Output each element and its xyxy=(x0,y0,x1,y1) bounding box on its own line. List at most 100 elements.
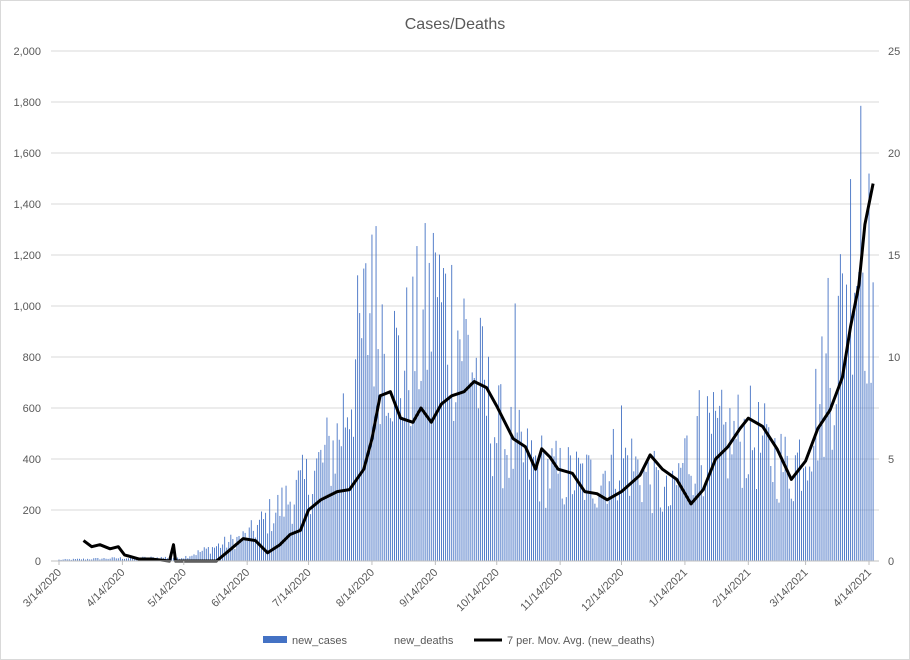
case-bar xyxy=(645,471,647,561)
legend: new_cases new_deaths 7 per. Mov. Avg. (n… xyxy=(263,635,655,647)
right-axis-tick-label: 5 xyxy=(888,454,894,466)
legend-item-moving-average[interactable]: 7 per. Mov. Avg. (new_deaths) xyxy=(474,635,655,647)
case-bar xyxy=(297,470,299,561)
case-bar xyxy=(312,494,314,561)
legend-item-new-cases[interactable]: new_cases xyxy=(263,635,348,647)
case-bar xyxy=(488,356,489,561)
case-bar xyxy=(678,463,680,561)
case-bar xyxy=(653,450,655,561)
case-bar xyxy=(259,519,260,561)
case-bar xyxy=(557,473,559,561)
case-bar xyxy=(717,417,719,561)
case-bar xyxy=(751,450,753,561)
case-bar xyxy=(436,297,438,561)
case-bar xyxy=(432,232,434,561)
left-axis-tick-label: 1,000 xyxy=(13,301,41,313)
case-bar xyxy=(690,475,692,561)
case-bar xyxy=(854,292,856,561)
case-bar xyxy=(113,557,115,561)
case-bar xyxy=(702,496,704,561)
case-bar xyxy=(484,379,485,561)
case-bar xyxy=(387,412,389,561)
x-axis-tick-label: 11/14/2020 xyxy=(518,567,565,614)
case-bar xyxy=(299,470,301,561)
case-bar xyxy=(637,459,639,561)
case-bar xyxy=(676,485,678,561)
case-bar xyxy=(109,558,111,561)
case-bar xyxy=(661,511,663,561)
case-bar xyxy=(465,319,467,561)
case-bar xyxy=(99,559,101,561)
case-bar xyxy=(794,455,796,561)
left-axis-tick-label: 200 xyxy=(23,505,41,517)
case-bar xyxy=(651,513,653,561)
case-bar xyxy=(664,486,665,561)
case-bar xyxy=(205,548,207,561)
case-bar xyxy=(203,547,205,561)
case-bar xyxy=(379,424,381,561)
case-bar xyxy=(649,484,651,561)
case-bar xyxy=(672,470,674,561)
case-bar xyxy=(408,390,410,561)
case-bar xyxy=(121,558,123,561)
case-bar xyxy=(841,273,843,561)
case-bar xyxy=(291,523,293,561)
case-bar xyxy=(784,436,786,561)
case-bar xyxy=(105,558,107,561)
case-bar xyxy=(95,558,97,561)
case-bar xyxy=(870,382,872,561)
case-bar xyxy=(792,501,794,561)
case-bar xyxy=(837,295,839,561)
case-bar xyxy=(171,557,172,561)
case-bars xyxy=(58,105,874,562)
case-bar xyxy=(85,559,87,561)
legend-label-new-cases: new_cases xyxy=(292,635,348,647)
case-bar xyxy=(467,334,469,561)
case-bar xyxy=(670,505,672,561)
case-bar xyxy=(567,447,569,561)
case-bar xyxy=(606,503,608,561)
case-bar xyxy=(340,446,342,561)
case-bar xyxy=(301,454,303,561)
left-axis-tick-label: 1,800 xyxy=(13,97,41,109)
case-bar xyxy=(469,382,471,561)
case-bar xyxy=(813,445,815,561)
case-bar xyxy=(197,550,199,561)
case-bar xyxy=(614,488,616,561)
case-bar xyxy=(803,468,804,561)
case-bar xyxy=(89,559,91,561)
case-bar xyxy=(119,557,121,561)
case-bar xyxy=(578,457,579,561)
case-bar xyxy=(381,304,383,561)
legend-item-new-deaths[interactable]: new_deaths xyxy=(394,635,454,647)
case-bar xyxy=(426,369,428,561)
case-bar xyxy=(385,415,387,561)
case-bar xyxy=(844,359,845,561)
case-bar xyxy=(214,547,215,561)
case-bar xyxy=(72,558,74,561)
case-bar xyxy=(424,223,426,561)
case-bar xyxy=(668,506,669,561)
case-bar xyxy=(711,433,712,561)
case-bar xyxy=(643,467,645,561)
case-bar xyxy=(657,470,659,561)
case-bar xyxy=(715,410,717,561)
case-bar xyxy=(756,489,757,561)
case-bar xyxy=(418,389,420,561)
case-bar xyxy=(383,353,385,561)
case-bar xyxy=(240,540,242,561)
case-bar xyxy=(825,353,827,561)
legend-swatch-new-cases xyxy=(263,636,287,643)
case-bar xyxy=(594,503,596,561)
case-bar xyxy=(60,559,62,561)
case-bar xyxy=(252,530,254,561)
case-bar xyxy=(700,465,702,561)
case-bar xyxy=(164,556,166,561)
case-bar xyxy=(263,519,264,561)
left-axis-tick-label: 600 xyxy=(23,403,41,415)
case-bar xyxy=(238,535,240,561)
case-bar xyxy=(524,446,526,561)
case-bar xyxy=(410,426,412,561)
case-bar xyxy=(83,558,84,561)
